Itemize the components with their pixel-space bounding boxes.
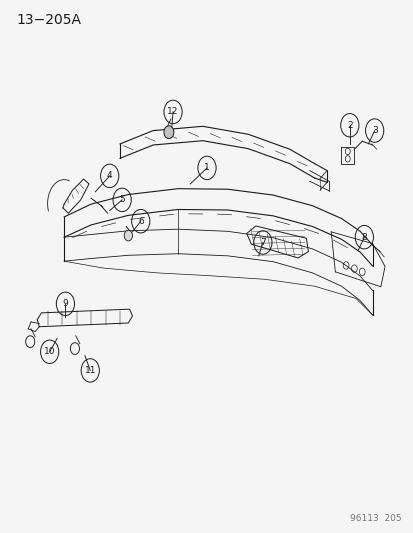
Text: 6: 6 <box>138 217 143 225</box>
Text: 4: 4 <box>107 172 112 180</box>
Text: 2: 2 <box>346 121 352 130</box>
Text: 12: 12 <box>167 108 178 116</box>
Text: 96113  205: 96113 205 <box>349 514 401 523</box>
Text: 13−205A: 13−205A <box>17 13 81 27</box>
Text: 5: 5 <box>119 196 125 204</box>
Text: 8: 8 <box>361 233 366 241</box>
Text: 7: 7 <box>259 238 265 247</box>
Text: 3: 3 <box>371 126 377 135</box>
Circle shape <box>124 230 132 241</box>
Text: 1: 1 <box>204 164 209 172</box>
Text: 9: 9 <box>62 300 68 308</box>
Text: 10: 10 <box>44 348 55 356</box>
Circle shape <box>164 126 173 139</box>
Text: 11: 11 <box>84 366 96 375</box>
